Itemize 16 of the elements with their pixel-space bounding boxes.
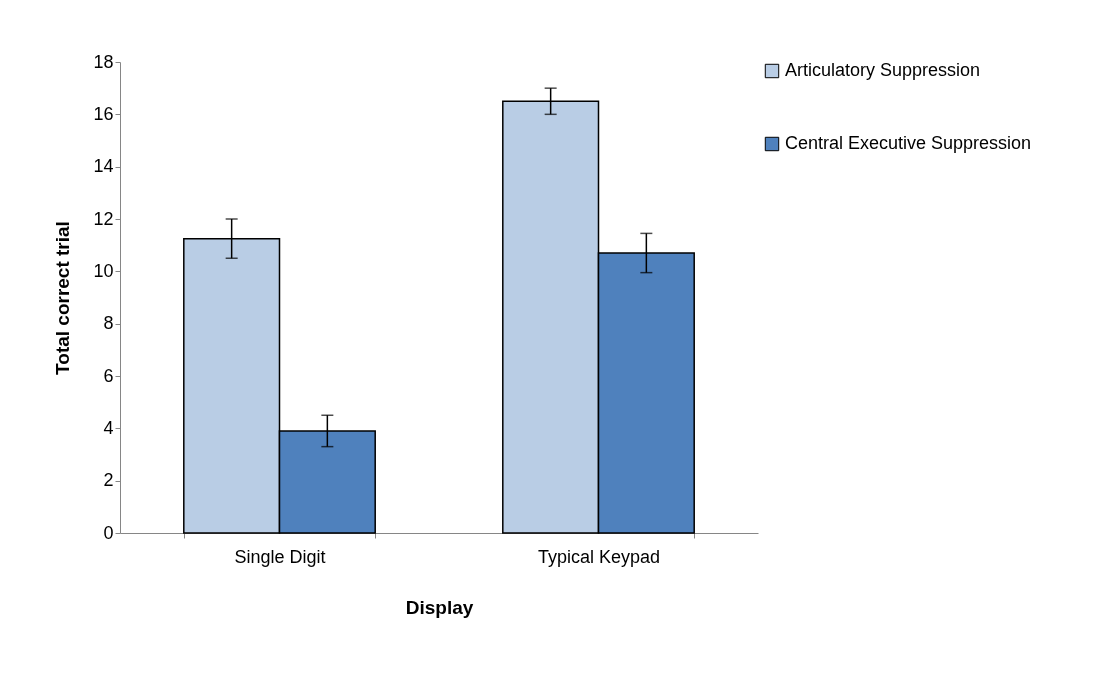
- y-tick-label: 18: [93, 51, 114, 72]
- x-tick-label: Single Digit: [234, 546, 326, 567]
- legend-label: Articulatory Suppression: [785, 60, 981, 80]
- y-tick-label: 2: [103, 470, 114, 491]
- y-tick-label: 14: [93, 156, 114, 177]
- y-tick-label: 8: [103, 313, 114, 334]
- legend-label: Central Executive Suppression: [785, 133, 1032, 153]
- x-tick-label: Typical Keypad: [537, 546, 661, 567]
- x-axis-title: Display: [405, 596, 474, 618]
- y-tick-label: 10: [93, 260, 114, 281]
- y-tick-label: 6: [103, 365, 114, 386]
- y-tick-label: 0: [103, 522, 114, 543]
- y-tick-label: 16: [93, 103, 114, 124]
- y-tick-label: 4: [103, 417, 114, 438]
- y-tick-label: 12: [93, 208, 114, 229]
- y-axis-title: Total correct trial: [52, 221, 74, 375]
